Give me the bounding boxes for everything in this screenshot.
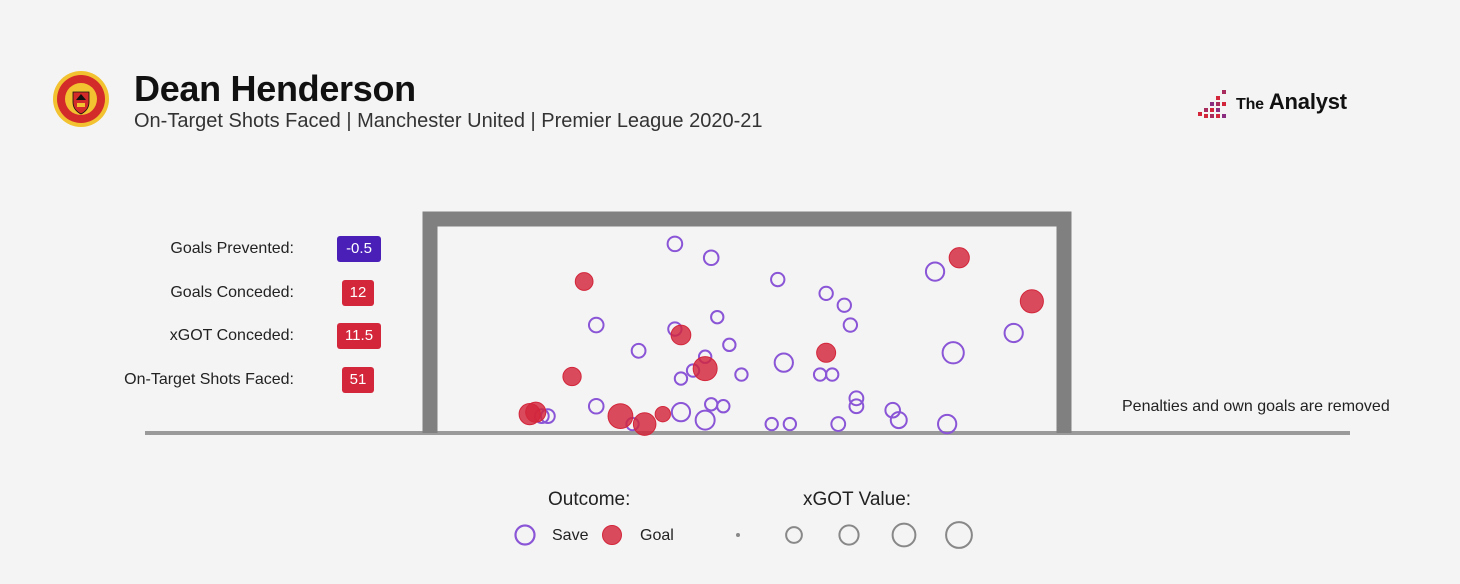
- goal-shot-marker: [948, 247, 970, 269]
- goal-shot-marker: [607, 403, 634, 430]
- save-shot-marker: [830, 416, 847, 432]
- save-shot-marker: [825, 367, 840, 382]
- legend-size-marker: [838, 524, 860, 546]
- page-subtitle: On-Target Shots Faced | Manchester Unite…: [134, 110, 763, 132]
- manchester-united-crest: [53, 71, 109, 127]
- stat-badge: -0.5: [337, 236, 381, 262]
- save-shot-marker: [848, 390, 865, 407]
- stat-label: xGOT Conceded:: [169, 327, 294, 344]
- legend-size-marker: [736, 533, 740, 537]
- save-shot-marker: [770, 271, 786, 288]
- shots-layer: [518, 235, 1044, 436]
- legend-goal-label: Goal: [640, 527, 674, 544]
- save-shot-marker: [702, 249, 720, 267]
- legend-save-label: Save: [552, 527, 589, 544]
- stat-label: On-Target Shots Faced:: [124, 371, 294, 388]
- goal-shot-marker: [632, 412, 657, 436]
- save-shot-marker: [782, 416, 798, 432]
- save-shot-marker: [842, 317, 859, 333]
- save-shot-marker: [1003, 322, 1024, 344]
- save-shot-marker: [673, 371, 689, 386]
- save-shot-marker: [937, 413, 958, 435]
- legend-outcome-title: Outcome:: [548, 489, 631, 510]
- legend-size-scale: [736, 521, 973, 549]
- save-shot-marker: [587, 397, 605, 415]
- save-shot-marker: [773, 352, 794, 373]
- save-shot-marker: [764, 416, 779, 432]
- the-analyst-logo: The Analyst: [1196, 86, 1347, 118]
- goal-shot-marker: [692, 356, 718, 382]
- save-shot-marker: [818, 285, 834, 302]
- note-text: Penalties and own goals are removed: [1122, 398, 1390, 415]
- save-shot-marker: [694, 409, 716, 431]
- goal-shot-marker: [816, 342, 837, 363]
- save-shot-marker: [710, 309, 725, 325]
- page-title: Dean Henderson: [134, 68, 416, 109]
- stat-label: Goals Conceded:: [170, 284, 294, 301]
- stat-badge: 11.5: [337, 323, 381, 349]
- brand-name: Analyst: [1268, 89, 1347, 114]
- legend-goal-marker: [602, 525, 622, 545]
- legend-size-marker: [785, 526, 803, 544]
- save-shot-marker: [889, 411, 908, 430]
- analyst-logo-icon: [1198, 90, 1226, 118]
- legend-xgot-title: xGOT Value:: [803, 489, 912, 510]
- save-shot-marker: [848, 398, 865, 415]
- save-shot-marker: [836, 297, 852, 313]
- save-shot-marker: [630, 342, 647, 359]
- legend-size-marker: [891, 522, 917, 548]
- save-shot-marker: [734, 367, 749, 382]
- goal-shot-marker: [525, 401, 547, 423]
- stat-badge: 12: [342, 280, 374, 306]
- goal-frame: [422, 211, 1072, 433]
- save-shot-marker: [670, 402, 692, 423]
- save-shot-marker: [941, 341, 965, 365]
- stat-label: Goals Prevented:: [170, 240, 294, 257]
- save-shot-marker: [884, 401, 901, 419]
- goal-shot-marker: [654, 406, 671, 423]
- legend-size-marker: [945, 521, 973, 549]
- save-shot-marker: [716, 399, 731, 414]
- brand-the: The: [1236, 96, 1264, 113]
- save-shot-marker: [587, 316, 605, 334]
- goal-shot-marker: [574, 272, 594, 291]
- save-shot-marker: [722, 337, 737, 353]
- legend-save-marker: [514, 524, 536, 546]
- stat-badge: 51: [342, 367, 374, 393]
- save-shot-marker: [666, 235, 684, 253]
- goal-shot-marker: [1019, 289, 1044, 314]
- goal-shot-marker: [670, 324, 692, 346]
- save-shot-marker: [924, 261, 946, 282]
- goal-shot-marker: [562, 366, 582, 387]
